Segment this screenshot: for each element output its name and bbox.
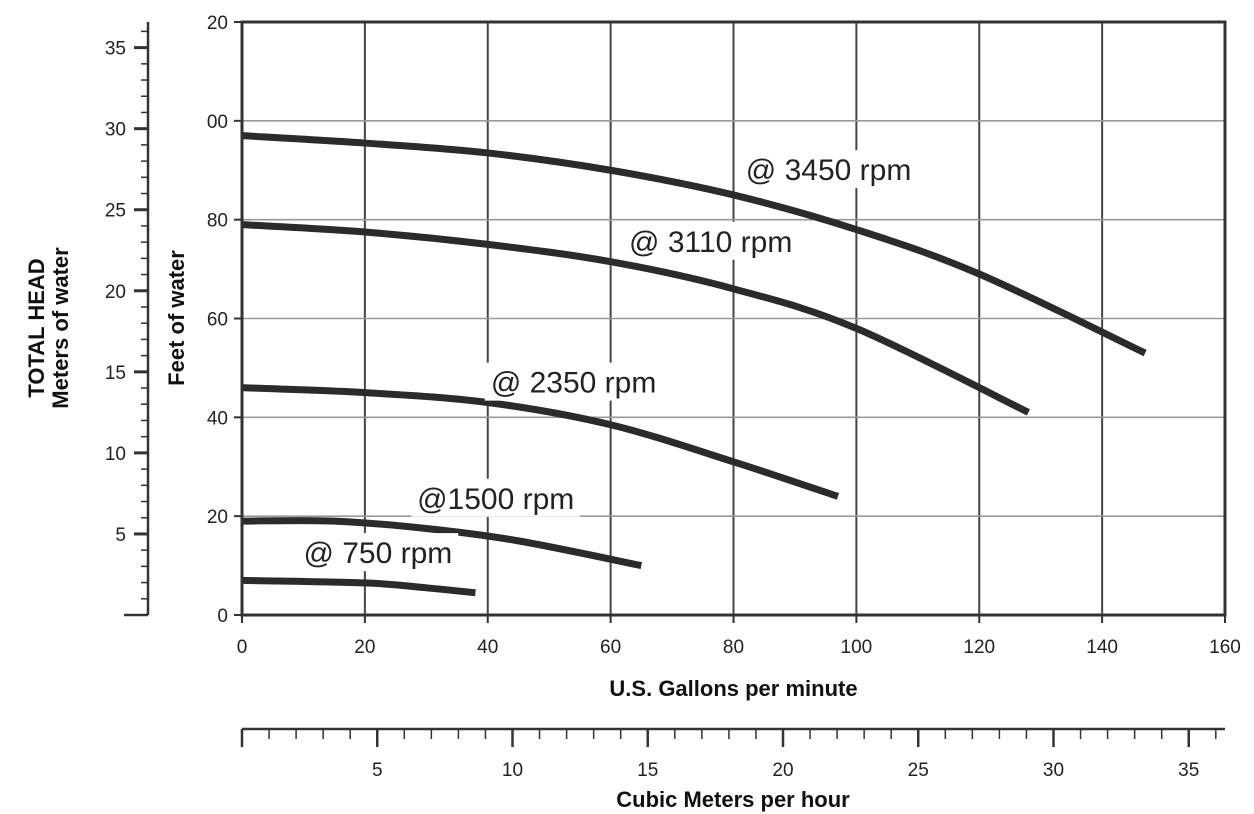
x2-tick-label: 30: [1043, 760, 1064, 781]
series-line-2: [241, 384, 840, 500]
x2-axis-title: Cubic Meters per hour: [616, 787, 850, 812]
y2-tick-label: 30: [105, 120, 126, 141]
x2-tick-label: 15: [637, 760, 658, 781]
x-tick-label: 20: [354, 637, 375, 658]
curve-labels: @ 3450 rpm @ 3110 rpm @ 2350 rpm @1500 rpm @…: [297, 150, 918, 572]
x-tick-label: 40: [477, 637, 498, 658]
series-line-1: [241, 221, 1030, 416]
x-tick-label: 120: [963, 637, 995, 658]
y-tick-label: 20: [207, 507, 228, 528]
x-tick-label: 100: [841, 637, 873, 658]
x2-tick-label: 5: [372, 760, 383, 781]
x-tick-label: 60: [600, 637, 621, 658]
y-tick-label: 80: [207, 211, 228, 232]
y-tick-label: 40: [207, 408, 228, 429]
x-tick-label: 80: [723, 637, 744, 658]
series-label-bg-2: [484, 362, 663, 401]
x-tick-label: 140: [1086, 637, 1118, 658]
y2-tick-label: 15: [105, 363, 126, 384]
x2-tick-label: 25: [908, 760, 929, 781]
grid: [242, 22, 1225, 615]
x2-tick-label: 35: [1178, 760, 1199, 781]
series-line-4: [241, 576, 476, 597]
series-label-bg-3: [411, 478, 581, 517]
x-tick-label: 160: [1209, 637, 1241, 658]
y2-axis-title-line2: Meters of water: [48, 247, 73, 409]
series-line-0: [241, 132, 1147, 357]
y-axis-title: Feet of water: [164, 250, 189, 386]
series-label-bg-1: [623, 221, 799, 260]
x-axis-title: U.S. Gallons per minute: [609, 676, 857, 701]
y-tick-label: 0: [217, 606, 228, 627]
y-tick-label: 00: [207, 112, 228, 133]
y2-tick-label: 20: [105, 282, 126, 303]
y2-tick-label: 5: [115, 525, 126, 546]
series-label-4: @ 750 rpm: [303, 537, 452, 570]
y2-tick-label: 35: [105, 39, 126, 60]
y2-axis-title-line1: TOTAL HEAD: [24, 258, 49, 397]
series-line-3: [241, 517, 643, 570]
x2-tick-label: 10: [502, 760, 523, 781]
series-label-3: @1500 rpm: [417, 483, 574, 516]
series-label-1: @ 3110 rpm: [629, 226, 792, 259]
y2-tick-label: 25: [105, 201, 126, 222]
x-tick-label: 0: [237, 637, 248, 658]
curves: [241, 132, 1147, 597]
y-tick-label: 20: [207, 13, 228, 34]
y-tick-label: 60: [207, 310, 228, 331]
series-label-bg-0: [739, 150, 918, 189]
x2-tick-label: 20: [772, 760, 793, 781]
series-label-bg-4: [297, 533, 459, 572]
y2-tick-label: 10: [105, 444, 126, 465]
series-label-0: @ 3450 rpm: [746, 154, 912, 187]
series-label-2: @ 2350 rpm: [491, 367, 657, 400]
